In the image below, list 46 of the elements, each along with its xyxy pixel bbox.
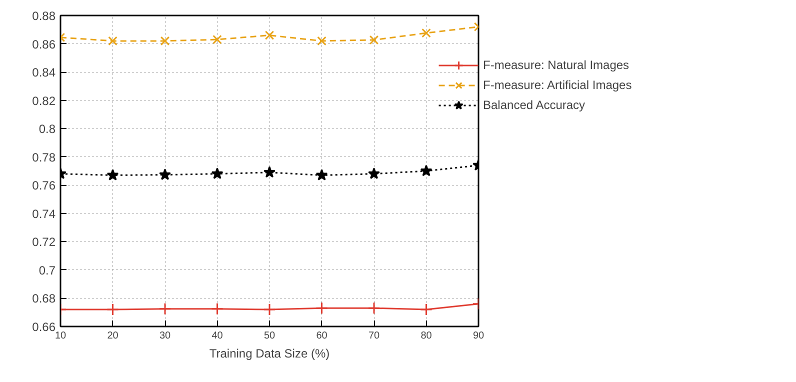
- y-tick-label: 0.66: [32, 320, 56, 334]
- point: [422, 28, 431, 38]
- point: [108, 36, 118, 46]
- point: [106, 168, 119, 180]
- x-tick-label: 30: [159, 330, 171, 342]
- x-tick-label: 50: [264, 330, 276, 342]
- point: [317, 36, 326, 46]
- x-tick-label: 40: [212, 330, 224, 342]
- x-tick-label: 90: [472, 330, 484, 342]
- y-tick-label: 0.7: [38, 263, 56, 278]
- point: [159, 168, 171, 180]
- x-tick-label: 70: [368, 330, 380, 342]
- point: [160, 36, 170, 46]
- x-tick-label: 10: [54, 330, 66, 342]
- point: [264, 166, 276, 178]
- x-tick-label: 80: [420, 330, 432, 342]
- y-tick-label: 0.74: [32, 206, 56, 221]
- x-tick-label: 20: [107, 330, 119, 342]
- x-axis-title: Training Data Size (%): [209, 346, 330, 360]
- y-tick-label: 0.72: [32, 235, 56, 250]
- y-tick-label: 0.84: [32, 66, 56, 80]
- x-tick-label: 60: [316, 330, 328, 342]
- y-tick-label: 0.86: [32, 37, 56, 52]
- point: [368, 302, 380, 314]
- legend-label: F-measure: Natural Images: [483, 58, 630, 72]
- y-tick-label: 0.8: [38, 122, 56, 136]
- point: [316, 302, 328, 314]
- point: [368, 168, 380, 180]
- y-tick-label: 0.76: [32, 178, 56, 193]
- y-tick-label: 0.78: [32, 150, 56, 164]
- point: [158, 302, 172, 316]
- y-tick-label: 0.68: [32, 292, 56, 306]
- legend-label: Balanced Accuracy: [483, 98, 586, 112]
- point: [264, 30, 274, 40]
- point: [106, 303, 119, 316]
- point: [369, 35, 379, 45]
- point: [316, 168, 328, 180]
- legend-label: F-measure: Artificial Images: [483, 78, 632, 92]
- y-tick-label: 0.82: [32, 94, 56, 108]
- point: [211, 168, 224, 180]
- point: [263, 303, 276, 316]
- y-tick-label: 0.88: [32, 9, 56, 23]
- point: [212, 34, 222, 44]
- point: [211, 302, 224, 316]
- point: [420, 303, 432, 316]
- point: [420, 164, 432, 176]
